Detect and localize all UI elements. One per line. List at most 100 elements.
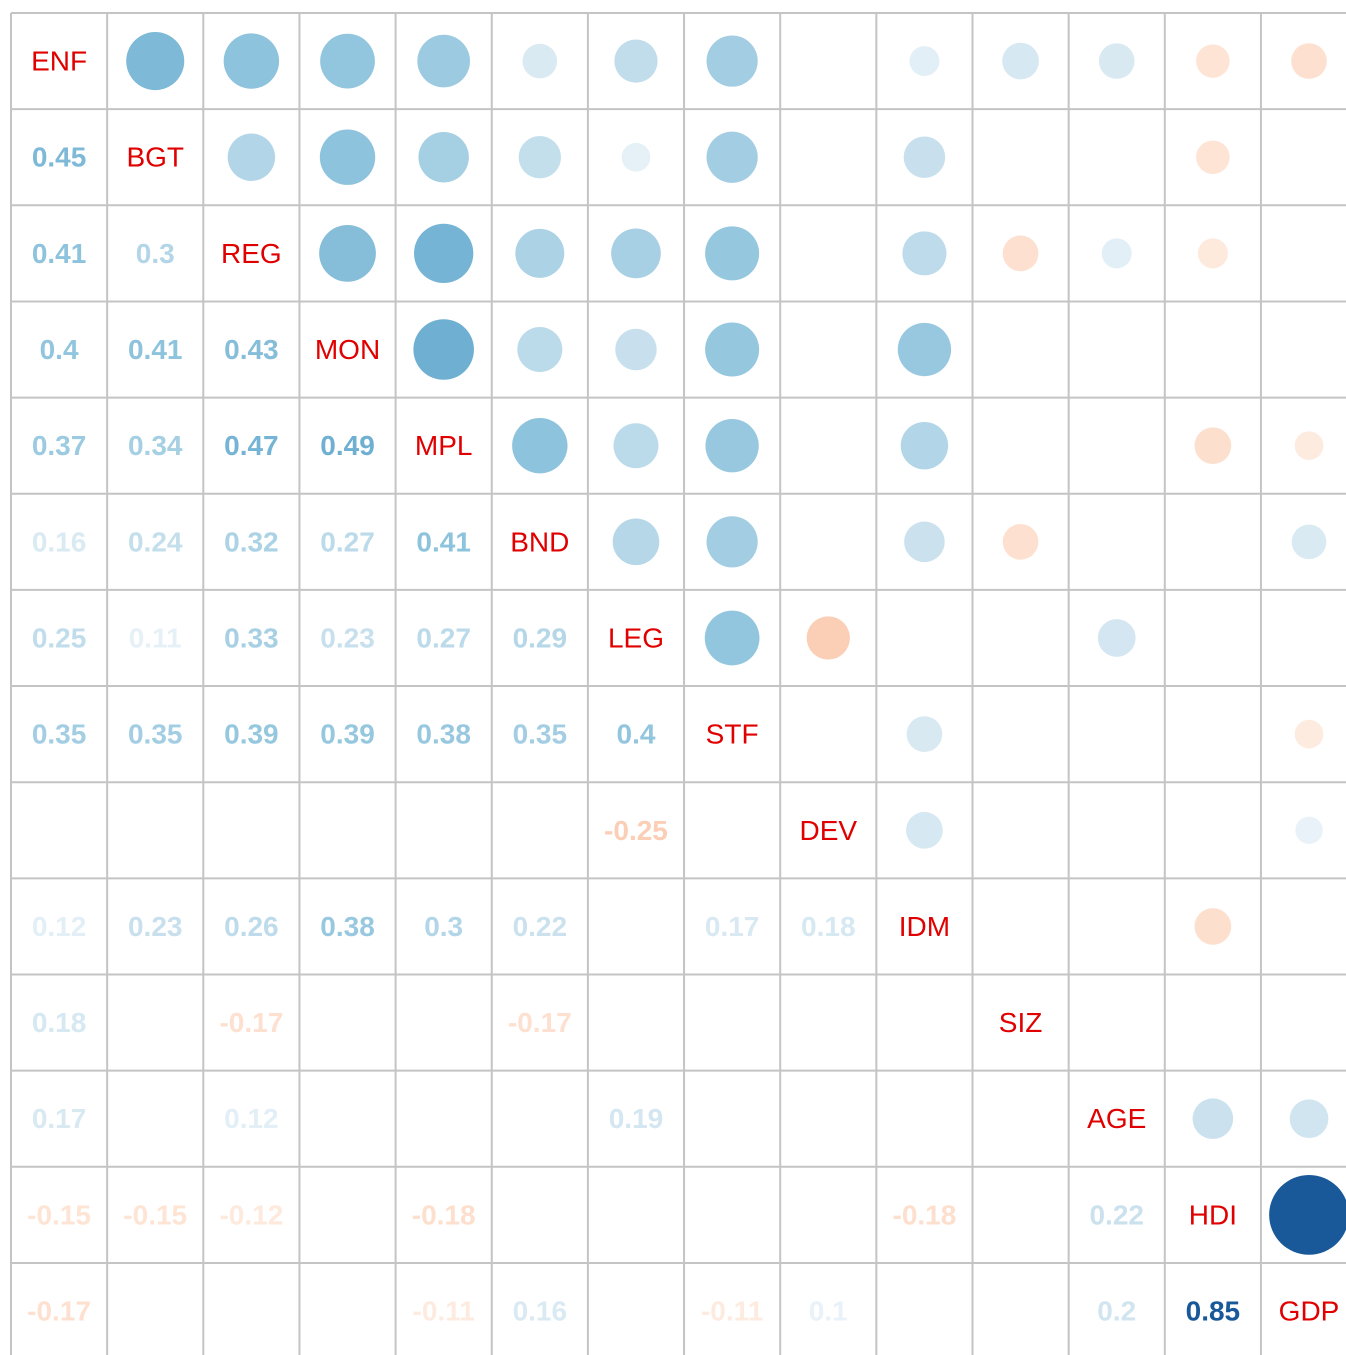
correlation-circle (705, 226, 760, 281)
value-label: 0.19 (609, 1103, 664, 1134)
correlation-circle (1002, 235, 1039, 272)
correlation-circle (512, 417, 568, 474)
variable-label: BND (510, 526, 569, 557)
value-label: 0.4 (617, 719, 656, 750)
correlation-circle (320, 33, 375, 89)
value-label: 0.41 (32, 238, 87, 269)
value-label: 0.38 (320, 911, 375, 942)
value-label: -0.12 (219, 1199, 283, 1230)
value-label: 0.45 (32, 142, 87, 173)
correlation-circle (1194, 908, 1232, 945)
correlation-circle (1291, 43, 1327, 79)
correlation-circle (897, 322, 952, 377)
value-label: -0.18 (412, 1199, 476, 1230)
correlation-circle (906, 811, 943, 849)
correlation-circle (906, 716, 943, 752)
value-label: 0.22 (513, 911, 568, 942)
correlation-circle (705, 322, 760, 377)
correlation-circle (806, 616, 850, 660)
value-label: 0.43 (224, 334, 279, 365)
variable-label: SIZ (999, 1007, 1043, 1038)
value-label: 0.32 (224, 526, 279, 557)
value-label: 0.2 (1097, 1296, 1136, 1327)
correlation-circle (1294, 431, 1324, 461)
value-label: -0.17 (219, 1007, 283, 1038)
value-label: 0.35 (128, 719, 183, 750)
value-label: 0.3 (424, 911, 463, 942)
value-label: 0.29 (513, 622, 568, 653)
correlation-circle (319, 129, 376, 185)
value-label: 0.35 (513, 719, 568, 750)
correlation-circle (1294, 719, 1324, 749)
correlation-circle (705, 419, 759, 473)
correlation-circle (417, 34, 470, 88)
value-label: 0.25 (32, 622, 87, 653)
variable-label: DEV (799, 815, 857, 846)
value-label: -0.15 (123, 1199, 187, 1230)
correlation-circle (903, 136, 946, 178)
correlation-circle (1002, 42, 1039, 80)
correlation-circle (518, 136, 562, 179)
value-label: 0.41 (416, 526, 471, 557)
value-label: 0.49 (320, 430, 375, 461)
correlation-circle (515, 228, 565, 278)
value-label: 0.23 (320, 622, 375, 653)
correlation-circle (319, 225, 376, 282)
value-label: 0.26 (224, 911, 279, 942)
value-label: -0.11 (413, 1296, 475, 1327)
correlation-circle (1194, 427, 1232, 465)
value-label: 0.1 (809, 1296, 848, 1327)
value-label: 0.27 (320, 526, 375, 557)
value-label: 0.18 (801, 911, 856, 942)
correlation-circle (517, 327, 563, 373)
value-label: -0.15 (27, 1199, 91, 1230)
value-label: 0.23 (128, 911, 183, 942)
value-label: 0.18 (32, 1007, 87, 1038)
correlation-circle (612, 518, 660, 566)
correlation-circle (706, 131, 758, 183)
correlation-circle (1101, 238, 1132, 269)
value-label: 0.11 (129, 622, 182, 653)
variable-label: STF (706, 719, 759, 750)
correlation-circle (613, 423, 659, 469)
correlation-circle (1098, 43, 1135, 79)
correlation-circle (522, 43, 558, 79)
correlation-circle (1295, 816, 1323, 844)
variable-label: REG (221, 238, 282, 269)
variable-label: HDI (1189, 1199, 1237, 1230)
variable-label: ENF (31, 46, 87, 77)
value-label: 0.16 (513, 1296, 568, 1327)
value-label: 0.24 (128, 526, 183, 557)
correlation-circle (1269, 1174, 1346, 1255)
value-label: 0.27 (416, 622, 471, 653)
variable-label: MPL (415, 430, 473, 461)
correlation-circle (1196, 44, 1230, 78)
value-label: -0.17 (27, 1296, 91, 1327)
correlation-circle (1196, 140, 1230, 174)
value-label: -0.25 (604, 815, 668, 846)
value-label: 0.33 (224, 622, 279, 653)
value-label: 0.35 (32, 719, 87, 750)
value-label: -0.17 (508, 1007, 572, 1038)
value-label: 0.34 (128, 430, 183, 461)
correlation-circle (900, 421, 949, 470)
value-label: 0.39 (224, 719, 279, 750)
value-label: 0.17 (32, 1103, 87, 1134)
value-label: 0.85 (1186, 1296, 1241, 1327)
correlation-circle (1002, 523, 1039, 560)
value-label: 0.37 (32, 430, 87, 461)
correlation-circle (706, 35, 758, 87)
value-label: 0.16 (32, 526, 87, 557)
correlation-circle (614, 39, 658, 83)
correlation-circle (1192, 1098, 1234, 1140)
value-label: 0.4 (40, 334, 79, 365)
correlation-circle (615, 328, 657, 371)
value-label: 0.3 (136, 238, 175, 269)
correlation-circle (1289, 1099, 1329, 1139)
value-label: -0.11 (701, 1296, 763, 1327)
correlation-circle (909, 46, 940, 77)
variable-label: MON (315, 334, 380, 365)
correlation-circle (414, 223, 474, 284)
correlation-circle (904, 521, 945, 563)
